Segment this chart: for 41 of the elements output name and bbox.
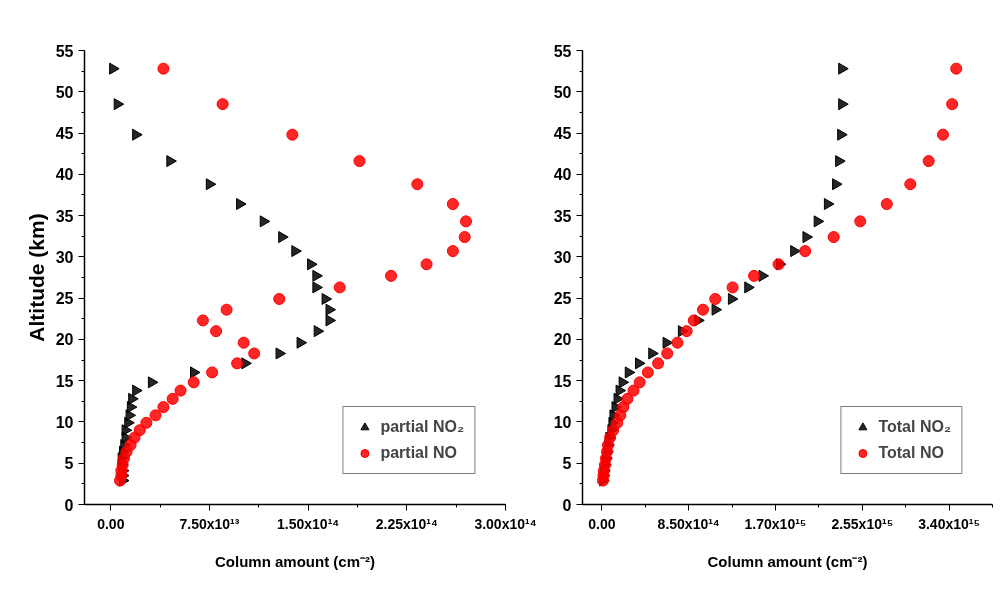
x-tick-label: 0.00: [588, 515, 616, 532]
y-tick-label: 45: [55, 125, 74, 143]
legend-label: Total NO: [878, 444, 944, 462]
y-tick-label: 0: [64, 496, 74, 514]
x-tick-label: 3.00x10¹⁴: [474, 515, 537, 532]
x-tick-label: 1.70x10¹⁵: [744, 515, 807, 532]
y-tick-label: 50: [55, 83, 74, 101]
legend-label: partial NO: [380, 444, 457, 462]
y-tick-label: 20: [55, 331, 74, 349]
y-tick-label: 50: [553, 83, 572, 101]
y-tick-label: 20: [553, 331, 572, 349]
y-tick-label: 15: [553, 372, 572, 390]
x-tick-label: 2.25x10¹⁴: [375, 515, 438, 532]
x-axis-title: Column amount (cm⁻²): [215, 552, 376, 570]
y-tick-label: 5: [562, 455, 572, 473]
y-tick-label: 25: [553, 290, 572, 308]
y-tick-label: 40: [553, 166, 572, 184]
y-tick-label: 0: [562, 496, 572, 514]
y-tick-label: 40: [55, 166, 74, 184]
y-tick-label: 35: [553, 207, 572, 225]
legend-label: partial NO₂: [380, 418, 464, 436]
x-tick-label: 3.40x10¹⁵: [918, 515, 981, 532]
y-tick-label: 10: [553, 413, 572, 431]
y-tick-label: 25: [55, 290, 74, 308]
y-tick-label: 15: [55, 372, 74, 390]
y-tick-label: 55: [55, 42, 74, 60]
legend-label: Total NO₂: [878, 418, 951, 436]
y-tick-label: 30: [553, 248, 572, 266]
y-tick-label: 45: [553, 125, 572, 143]
y-tick-label: 30: [55, 248, 74, 266]
x-tick-label: 7.50x10¹³: [179, 515, 240, 532]
x-axis-title: Column amount (cm⁻²): [707, 552, 868, 570]
y-tick-label: 5: [64, 455, 74, 473]
x-tick-label: 1.50x10¹⁴: [277, 515, 340, 532]
x-tick-label: 8.50x10¹⁴: [657, 515, 720, 532]
y-tick-label: 35: [55, 207, 74, 225]
y-tick-label: 55: [553, 42, 572, 60]
x-tick-label: 2.55x10¹⁵: [831, 515, 894, 532]
y-axis-title: Altitude (km): [24, 213, 48, 342]
y-tick-label: 10: [55, 413, 74, 431]
x-tick-label: 0.00: [97, 515, 125, 532]
